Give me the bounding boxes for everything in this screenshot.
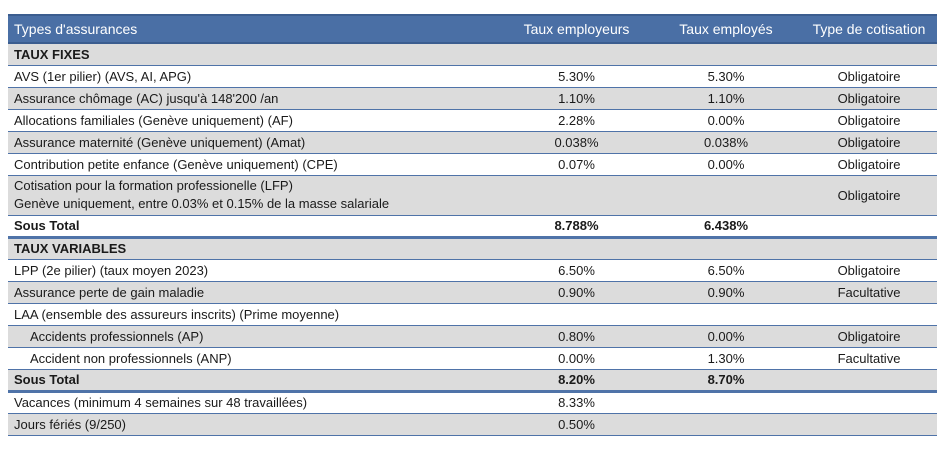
contribution-type: Obligatoire [801, 325, 937, 348]
row-label: Assurance perte de gain maladie [8, 281, 502, 304]
row-label: Accidents professionnels (AP) [8, 325, 502, 348]
table-row: Allocations familiales (Genève uniquemen… [8, 109, 937, 132]
row-label: Assurance chômage (AC) jusqu'à 148'200 /… [8, 87, 502, 110]
table-row: Accidents professionnels (AP) 0.80% 0.00… [8, 325, 937, 348]
employer-rate: 2.28% [502, 109, 651, 132]
section-variable-rates: TAUX VARIABLES [8, 237, 937, 260]
employer-rate: 0.50% [502, 413, 651, 436]
employee-rate: 1.10% [651, 87, 801, 110]
lfp-label-line2: Genève uniquement, entre 0.03% et 0.15% … [14, 196, 390, 211]
subtotal-label: Sous Total [8, 369, 502, 393]
contribution-type: Obligatoire [801, 259, 937, 282]
table-row-lfp: Cotisation pour la formation professione… [8, 175, 937, 216]
row-label: LAA (ensemble des assureurs inscrits) (P… [8, 303, 937, 326]
subtotal-row-fixed: Sous Total 8.788% 6.438% [8, 215, 937, 239]
subtotal-employer: 8.788% [502, 215, 651, 239]
table-row: Vacances (minimum 4 semaines sur 48 trav… [8, 391, 937, 414]
employer-rate: 6.50% [502, 259, 651, 282]
contribution-type: Facultative [801, 347, 937, 370]
employer-rate [502, 175, 651, 216]
employee-rate: 0.00% [651, 109, 801, 132]
employee-rate [651, 391, 801, 414]
contribution-type: Facultative [801, 281, 937, 304]
contribution-type: Obligatoire [801, 109, 937, 132]
subtotal-row-variable: Sous Total 8.20% 8.70% [8, 369, 937, 393]
header-employer-rate: Taux employeurs [502, 14, 651, 44]
table-row: LPP (2e pilier) (taux moyen 2023) 6.50% … [8, 259, 937, 282]
header-employee-rate: Taux employés [651, 14, 801, 44]
subtotal-employee: 6.438% [651, 215, 801, 239]
table-row: Accident non professionnels (ANP) 0.00% … [8, 347, 937, 370]
employee-rate: 1.30% [651, 347, 801, 370]
employee-rate: 0.038% [651, 131, 801, 154]
employer-rate: 0.038% [502, 131, 651, 154]
subtotal-employer: 8.20% [502, 369, 651, 393]
row-label: AVS (1er pilier) (AVS, AI, APG) [8, 65, 502, 88]
row-label: LPP (2e pilier) (taux moyen 2023) [8, 259, 502, 282]
employer-rate: 1.10% [502, 87, 651, 110]
contribution-type [801, 413, 937, 436]
table-row: Contribution petite enfance (Genève uniq… [8, 153, 937, 176]
employee-rate [651, 175, 801, 216]
table-header-row: Types d'assurances Taux employeurs Taux … [8, 14, 937, 44]
contribution-type: Obligatoire [801, 65, 937, 88]
contribution-type [801, 391, 937, 414]
subtotal-employee: 8.70% [651, 369, 801, 393]
lfp-label-line1: Cotisation pour la formation professione… [14, 178, 293, 193]
header-insurance-type: Types d'assurances [8, 14, 502, 44]
employer-rate: 0.07% [502, 153, 651, 176]
employee-rate: 6.50% [651, 259, 801, 282]
row-label: Vacances (minimum 4 semaines sur 48 trav… [8, 391, 502, 414]
section-fixed-rates: TAUX FIXES [8, 43, 937, 66]
subtotal-type [801, 215, 937, 239]
table-row: AVS (1er pilier) (AVS, AI, APG) 5.30% 5.… [8, 65, 937, 88]
employee-rate: 0.90% [651, 281, 801, 304]
row-label: Jours fériés (9/250) [8, 413, 502, 436]
section-title: TAUX VARIABLES [8, 237, 937, 260]
row-label: Accident non professionnels (ANP) [8, 347, 502, 370]
table-row: Assurance chômage (AC) jusqu'à 148'200 /… [8, 87, 937, 110]
row-label: Assurance maternité (Genève uniquement) … [8, 131, 502, 154]
employer-rate: 0.80% [502, 325, 651, 348]
section-title: TAUX FIXES [8, 43, 937, 66]
table-row-laa: LAA (ensemble des assureurs inscrits) (P… [8, 303, 937, 326]
contribution-type: Obligatoire [801, 153, 937, 176]
contribution-type: Obligatoire [801, 175, 937, 216]
employer-rate: 0.00% [502, 347, 651, 370]
contribution-type: Obligatoire [801, 87, 937, 110]
table-row: Assurance perte de gain maladie 0.90% 0.… [8, 281, 937, 304]
employee-rate: 5.30% [651, 65, 801, 88]
subtotal-type [801, 369, 937, 393]
employee-rate: 0.00% [651, 325, 801, 348]
table-row: Jours fériés (9/250) 0.50% [8, 413, 937, 436]
header-contribution-type: Type de cotisation [801, 14, 937, 44]
employer-rate: 8.33% [502, 391, 651, 414]
employee-rate: 0.00% [651, 153, 801, 176]
row-label: Contribution petite enfance (Genève uniq… [8, 153, 502, 176]
employer-rate: 5.30% [502, 65, 651, 88]
insurance-rates-table: Types d'assurances Taux employeurs Taux … [8, 14, 937, 436]
employer-rate: 0.90% [502, 281, 651, 304]
employee-rate [651, 413, 801, 436]
contribution-type: Obligatoire [801, 131, 937, 154]
subtotal-label: Sous Total [8, 215, 502, 239]
table-row: Assurance maternité (Genève uniquement) … [8, 131, 937, 154]
row-label: Allocations familiales (Genève uniquemen… [8, 109, 502, 132]
row-label: Cotisation pour la formation professione… [8, 175, 502, 216]
